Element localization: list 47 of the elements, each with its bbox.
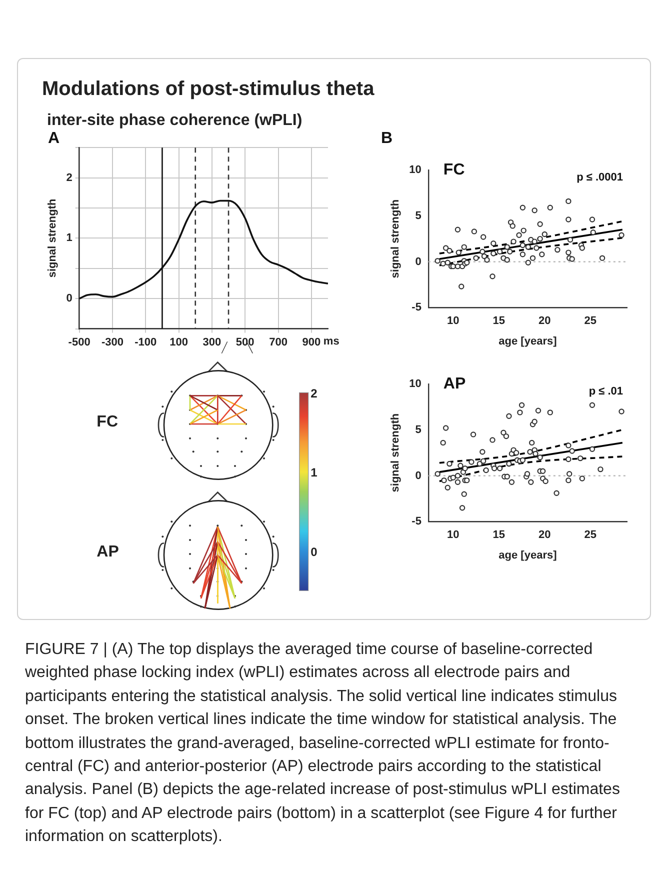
x-tick-label: 20 (538, 529, 551, 542)
chart-subtitle: inter-site phase coherence (wPLI) (47, 112, 302, 130)
x-axis-title: age [years] (498, 335, 558, 348)
text: 1 (310, 466, 318, 480)
x-axis-title: age [years] (498, 549, 558, 562)
x-tick-label: 700 (269, 336, 288, 348)
y-axis-title: signal strength (46, 198, 59, 278)
y-tick-label: 0 (66, 292, 72, 305)
x-tick-label: 15 (492, 529, 506, 542)
x-axis-title: ms (323, 335, 340, 348)
x-tick-label: 500 (236, 336, 254, 348)
text: FIGURE 7 | (A) The top displays the averaged time course of baseline-corrected weighted phase locking index (wPLI) estimates across all electrode pairs and participants entering the statistical analysis. The solid vertical line indicates stimulus onset. The broken vertical lines indicate the time window for statistical analysis. The bottom illustrates the grand-averaged, baseline-corrected wPLI estimate for fronto-central (FC) and anterior-posterior (AP) electrode pairs according to the statistical analysis. Panel (B) depicts the age-related increase of post-stimulus wPLI estimates for FC (top) and AP electrode pairs (bottom) in a scatterplot (see Figure 4 for further information on scatterplots). (25, 641, 620, 846)
text: A (48, 130, 60, 148)
x-tick-label: 20 (538, 315, 551, 328)
x-tick-label: 25 (584, 315, 597, 328)
x-tick-label: 10 (447, 315, 460, 328)
chart-title: FC (443, 161, 466, 178)
y-tick-label: -5 (412, 516, 422, 528)
y-tick-label: 5 (415, 210, 422, 222)
x-tick-label: 900 (302, 336, 321, 348)
x-tick-label: 15 (492, 315, 506, 328)
y-tick-label: 2 (66, 172, 72, 184)
y-tick-label: 10 (409, 164, 422, 176)
chart-title: Modulations of post-stimulus theta (42, 78, 374, 101)
x-tick-label: -300 (101, 336, 124, 348)
chart-title: AP (443, 375, 466, 392)
x-tick-label: -500 (68, 336, 90, 348)
x-tick-label: 100 (170, 336, 188, 348)
text: AP (96, 544, 120, 561)
y-tick-label: 1 (66, 232, 72, 244)
text: B (381, 130, 393, 148)
annotation: p ≤ .01 (588, 386, 623, 398)
y-tick-label: -5 (412, 302, 422, 314)
text: FC (96, 414, 118, 431)
text: 2 (310, 386, 318, 400)
annotation: p ≤ .0001 (576, 172, 623, 184)
x-tick-label: -100 (134, 336, 157, 348)
y-tick-label: 0 (415, 256, 422, 268)
x-tick-label: 25 (584, 529, 597, 542)
text: 0 (310, 545, 318, 559)
y-tick-label: 10 (409, 378, 422, 390)
y-tick-label: 0 (415, 470, 422, 482)
y-axis-title: signal strength (390, 413, 402, 492)
x-tick-label: 300 (202, 336, 222, 348)
y-tick-label: 5 (415, 424, 422, 436)
y-axis-title: signal strength (390, 199, 402, 278)
x-tick-label: 10 (447, 529, 460, 542)
